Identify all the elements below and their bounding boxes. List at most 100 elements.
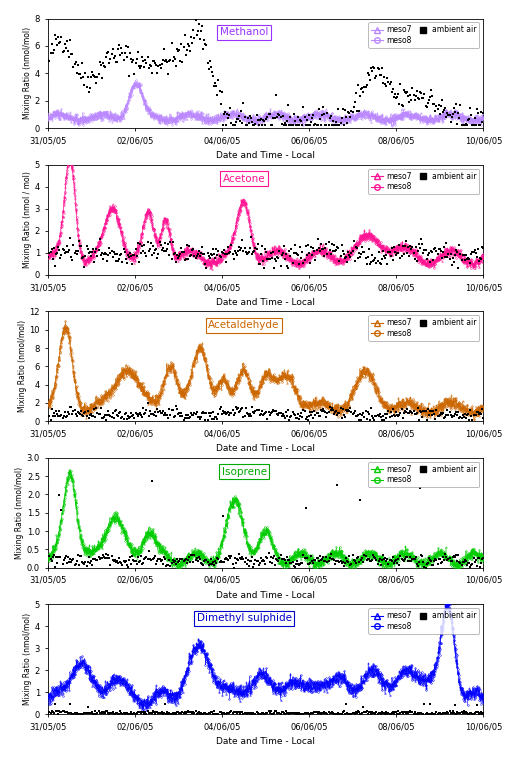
Point (293, 119, 301, 132)
Point (104, 706, 113, 718)
Point (187, 249, 195, 261)
Point (79, 708, 87, 720)
Text: Isoprene: Isoprene (222, 466, 267, 476)
Point (329, 707, 337, 719)
Point (196, 708, 204, 720)
Point (463, 559, 471, 572)
Point (211, 555, 219, 567)
Point (452, 98, 460, 110)
Point (470, 112, 479, 124)
Point (172, 400, 180, 412)
Point (467, 248, 476, 260)
Point (403, 551, 411, 563)
Point (89, 243, 97, 255)
Point (333, 241, 341, 253)
Point (290, 247, 298, 259)
Point (263, 707, 271, 719)
Point (352, 410, 360, 422)
Point (170, 556, 178, 568)
Point (270, 262, 278, 274)
Point (387, 554, 395, 566)
Point (393, 708, 401, 720)
Point (78, 409, 86, 421)
Point (343, 405, 351, 417)
Point (355, 706, 363, 718)
Point (149, 240, 157, 253)
Point (397, 252, 405, 264)
Point (457, 557, 465, 569)
Point (320, 705, 328, 718)
Point (174, 556, 182, 568)
Point (71, 56, 80, 68)
Point (79, 410, 87, 422)
Point (127, 559, 135, 571)
Point (342, 251, 350, 263)
Point (209, 406, 217, 418)
Point (56, 410, 65, 422)
Point (370, 706, 378, 718)
Point (318, 243, 326, 255)
Point (206, 55, 214, 67)
Point (213, 249, 221, 261)
Point (156, 236, 164, 248)
Point (362, 257, 371, 269)
Point (174, 705, 182, 718)
Point (359, 556, 368, 568)
Point (266, 706, 274, 718)
Point (336, 255, 344, 267)
Point (176, 553, 185, 565)
Point (91, 71, 99, 83)
Point (188, 37, 196, 49)
Point (213, 89, 221, 101)
Point (357, 83, 366, 95)
Point (392, 554, 400, 566)
Point (199, 43, 207, 55)
Point (211, 78, 219, 90)
Point (424, 552, 433, 565)
Point (457, 411, 465, 423)
Point (89, 69, 97, 81)
Point (319, 403, 327, 416)
Point (349, 407, 358, 419)
Point (302, 114, 311, 126)
Point (60, 552, 69, 564)
Point (79, 71, 87, 83)
Point (234, 403, 242, 415)
Point (217, 705, 225, 718)
Point (206, 707, 214, 719)
Point (397, 78, 405, 90)
Point (112, 707, 120, 719)
Point (55, 244, 64, 256)
Point (132, 558, 141, 570)
Point (329, 245, 337, 257)
Point (250, 558, 258, 570)
Point (136, 238, 144, 250)
Point (261, 244, 269, 256)
Point (475, 407, 483, 419)
Point (238, 551, 247, 563)
Point (472, 247, 480, 259)
Point (183, 706, 191, 718)
Point (415, 238, 423, 250)
Point (464, 114, 472, 126)
Point (44, 561, 53, 573)
Point (349, 101, 358, 113)
Point (147, 237, 155, 249)
Text: Methanol: Methanol (220, 27, 268, 37)
Point (88, 66, 96, 78)
Point (67, 556, 75, 568)
Point (257, 113, 265, 125)
Point (66, 33, 74, 46)
Point (303, 707, 312, 719)
Point (179, 246, 188, 258)
Point (124, 249, 132, 261)
Point (96, 56, 104, 68)
Point (278, 250, 286, 262)
Point (423, 708, 432, 720)
Point (382, 79, 390, 91)
Point (407, 406, 416, 418)
Point (150, 56, 158, 68)
Point (308, 706, 316, 718)
Point (424, 409, 433, 421)
Point (273, 554, 281, 566)
